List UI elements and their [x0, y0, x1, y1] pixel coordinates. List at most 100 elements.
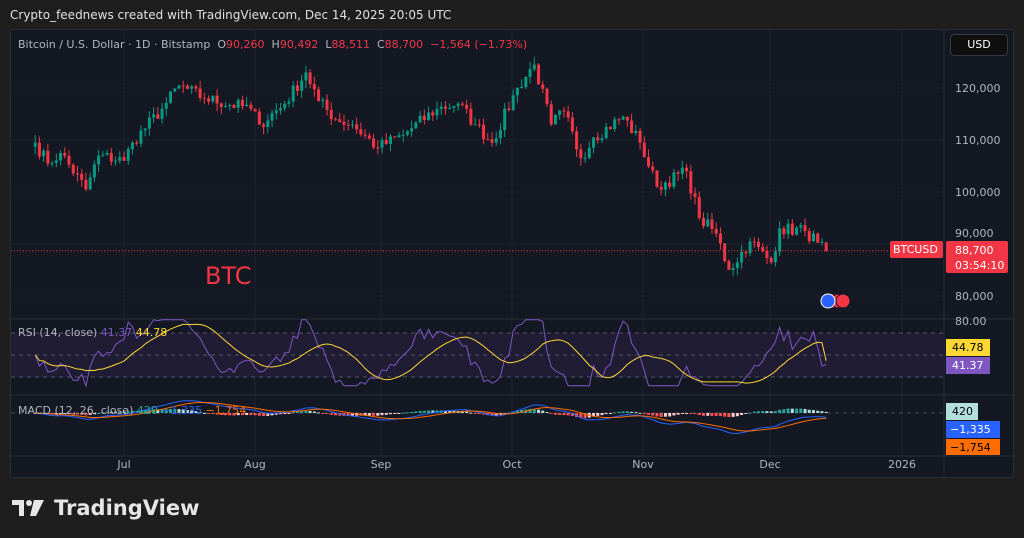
- candle-body: [786, 223, 790, 235]
- macd-histogram-bar: [262, 413, 266, 417]
- macd-histogram-bar: [549, 413, 553, 414]
- price-tick-label: 80,000: [955, 290, 994, 303]
- macd-signal-badge: [946, 439, 1000, 455]
- close-value: 88,700: [384, 38, 424, 51]
- macd-histogram-bar: [300, 411, 304, 413]
- tradingview-logo[interactable]: TradingView: [12, 496, 199, 520]
- macd-histogram-bar: [92, 413, 96, 414]
- macd-histogram-bar: [824, 411, 828, 413]
- candle-body: [575, 131, 579, 150]
- candle-body: [596, 137, 600, 141]
- candle-body: [59, 153, 63, 161]
- candle-body: [376, 147, 380, 149]
- macd-histogram-bar: [723, 413, 727, 417]
- candle-body: [139, 130, 143, 144]
- candle-body: [723, 243, 727, 262]
- candle-body: [114, 160, 118, 162]
- macd-histogram-bar: [130, 410, 134, 413]
- macd-signal-value: −1,754: [205, 404, 247, 417]
- macd-histogram-bar: [816, 410, 820, 413]
- candle-body: [562, 110, 566, 112]
- close-label: C: [376, 38, 385, 51]
- chart-credit: Crypto_feednews created with TradingView…: [10, 8, 452, 22]
- macd-histogram-bar: [245, 413, 249, 416]
- candle-body: [270, 113, 274, 121]
- macd-histogram-bar: [672, 413, 676, 416]
- rsi-ma-badge-text: 44.78: [952, 341, 984, 354]
- candle-body: [71, 164, 75, 174]
- candle-body: [761, 247, 765, 251]
- candle-body: [621, 116, 625, 120]
- candle-body: [164, 102, 168, 109]
- candle-body: [224, 105, 228, 107]
- candle-body: [304, 72, 308, 81]
- candle-body: [122, 157, 126, 161]
- candle-body: [443, 106, 447, 109]
- candle-body: [592, 137, 596, 148]
- macd-histogram-bar: [88, 413, 92, 415]
- macd-histogram-bar: [448, 410, 452, 413]
- time-tick-label: Jul: [116, 458, 130, 471]
- macd-histogram-bar: [575, 413, 579, 418]
- candle-body: [532, 64, 536, 70]
- macd-histogram-bar: [460, 411, 464, 413]
- macd-histogram-bar: [740, 413, 744, 415]
- macd-histogram-bar: [528, 408, 532, 413]
- macd-histogram-bar: [727, 413, 731, 418]
- candle-body: [249, 104, 253, 109]
- candle-body: [228, 105, 232, 107]
- macd-histogram-bar: [592, 413, 596, 417]
- candle-body: [807, 231, 811, 242]
- macd-histogram-bar: [443, 410, 447, 413]
- macd-histogram-bar: [312, 411, 316, 413]
- macd-histogram-bar: [714, 413, 718, 416]
- macd-histogram-bar: [541, 410, 545, 413]
- macd-histogram-bar: [702, 413, 706, 416]
- macd-histogram-bar: [630, 411, 634, 413]
- macd-hist-badge: [946, 403, 978, 420]
- macd-histogram-bar: [515, 410, 519, 413]
- rsi-legend: RSI (14, close) 41.37 44.78: [18, 326, 167, 339]
- candle-body: [317, 89, 321, 101]
- macd-hist-badge-text: 420: [952, 405, 973, 418]
- macd-histogram-bar: [105, 411, 109, 413]
- macd-histogram-bar: [211, 413, 215, 414]
- macd-histogram-bar: [782, 409, 786, 413]
- currency-button[interactable]: USD: [950, 34, 1008, 56]
- candle-body: [181, 85, 185, 87]
- macd-title[interactable]: MACD (12, 26, close): [18, 404, 134, 417]
- candle-body: [790, 223, 794, 235]
- macd-histogram-bar: [169, 409, 173, 413]
- macd-histogram-bar: [608, 413, 612, 414]
- candle-body: [266, 120, 270, 127]
- candle-body: [757, 241, 760, 248]
- rsi-title[interactable]: RSI (14, close): [18, 326, 98, 339]
- candle-body: [435, 108, 439, 116]
- candle-body: [668, 182, 672, 187]
- macd-histogram-bar: [143, 409, 147, 413]
- rsi-axis-label: 80.00: [955, 315, 987, 328]
- candle-body: [824, 242, 828, 251]
- candle-body: [46, 150, 50, 164]
- macd-histogram-bar: [689, 413, 693, 414]
- candle-body: [706, 219, 710, 227]
- macd-histogram-bar: [80, 413, 84, 415]
- symbol-name[interactable]: Bitcoin / U.S. Dollar · 1D · Bitstamp: [18, 38, 211, 51]
- candle-body: [672, 172, 676, 187]
- candle-body: [190, 86, 194, 89]
- candle-body: [456, 103, 460, 107]
- macd-histogram-bar: [752, 411, 756, 413]
- ticker-badge-text: BTCUSD: [893, 243, 938, 256]
- candle-body: [75, 173, 79, 175]
- candle-body: [101, 154, 105, 156]
- us-flag-event-icon: [820, 293, 836, 309]
- macd-histogram-bar: [350, 413, 354, 416]
- candle-body: [570, 117, 574, 132]
- macd-histogram-bar: [321, 413, 325, 414]
- candle-body: [291, 85, 295, 102]
- macd-histogram-bar: [490, 413, 494, 416]
- macd-histogram-bar: [803, 408, 807, 413]
- candle-body: [355, 124, 359, 130]
- btc-annotation[interactable]: BTC: [205, 262, 252, 290]
